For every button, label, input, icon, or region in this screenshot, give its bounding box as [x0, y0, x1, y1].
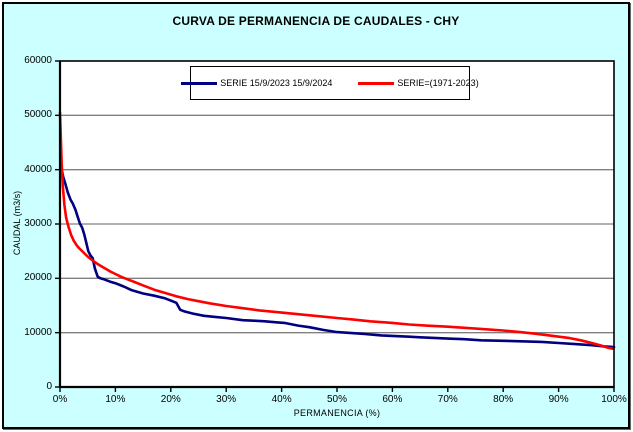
y-tick-label: 30000 [24, 218, 52, 229]
x-tick-label: 0% [52, 394, 68, 405]
blue-line-swatch [181, 81, 218, 85]
x-tick-label: 30% [216, 394, 237, 405]
x-tick-label: 20% [160, 394, 181, 405]
y-tick-label: 10000 [24, 326, 52, 338]
x-tick-label: 70% [437, 394, 458, 405]
y-tick-label: 20000 [24, 272, 52, 284]
y-axis-title: CAUDAL (m3/s) [12, 190, 22, 256]
chart-title: CURVA DE PERMANENCIA DE CAUDALES - CHY [172, 14, 460, 28]
x-tick-label: 60% [382, 394, 403, 405]
red-line-swatch [358, 81, 395, 85]
x-tick-label: 80% [493, 394, 514, 405]
legend-label: SERIE 15/9/2023 15/9/2024 [220, 78, 333, 88]
series-line-0 [58, 168, 616, 349]
legend-label: SERIE=(1971-2023) [397, 78, 479, 88]
x-tick-label: 90% [548, 394, 569, 405]
legend-entry-serie-2023-2024: SERIE 15/9/2023 15/9/2024 [181, 78, 332, 88]
series-line-1 [58, 111, 615, 351]
legend-entry-serie-1971-2023: SERIE=(1971-2023) [358, 78, 479, 88]
y-tick-label: 60000 [24, 55, 52, 66]
flow-duration-plot [55, 60, 616, 392]
y-tick-label: 50000 [24, 109, 52, 121]
legend: SERIE 15/9/2023 15/9/2024 SERIE=(1971-20… [181, 66, 479, 100]
y-tick-label: 0 [46, 381, 52, 392]
x-axis-title: PERMANENCIA (%) [293, 408, 381, 418]
x-tick-label: 10% [105, 394, 126, 405]
x-tick-label: 100% [601, 394, 627, 405]
y-tick-label: 40000 [24, 163, 52, 175]
x-tick-label: 50% [326, 394, 347, 405]
x-tick-label: 40% [271, 394, 292, 405]
